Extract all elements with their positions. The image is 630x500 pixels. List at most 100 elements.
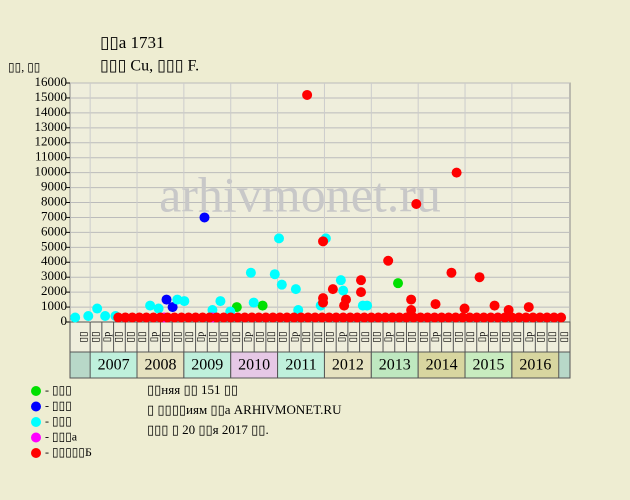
data-point — [281, 312, 292, 323]
year-band — [370, 351, 419, 379]
data-point — [556, 312, 567, 323]
quarter-label: ▯▯ — [137, 331, 148, 342]
data-point — [176, 312, 187, 323]
data-point — [523, 302, 534, 313]
data-point — [153, 303, 164, 314]
footer-note: ▯▯▯ ▯ 20 ▯▯я 2017 ▯▯. — [147, 422, 269, 437]
data-point — [459, 303, 470, 314]
quarter-label: ▯▯ — [500, 331, 511, 342]
quarter-label: ▯▯ — [254, 331, 265, 342]
data-point — [356, 275, 367, 286]
y-tick-label: 4000 — [41, 253, 67, 268]
data-point — [148, 312, 159, 323]
data-point — [411, 198, 422, 209]
data-point — [450, 312, 461, 323]
data-point — [520, 312, 531, 323]
y-tick-label: 6000 — [41, 223, 67, 238]
data-point — [324, 312, 335, 323]
quarter-label: ▯▯ — [453, 331, 464, 342]
x-tick-label: 2016 — [519, 357, 551, 374]
data-point — [199, 212, 210, 223]
data-point — [359, 312, 370, 323]
data-point — [352, 312, 363, 323]
legend-marker — [31, 417, 41, 427]
y-tick-label: 13000 — [35, 119, 68, 134]
legend-label: - ▯▯▯ — [45, 414, 72, 428]
data-point — [549, 312, 560, 323]
data-point — [141, 312, 152, 323]
data-point — [408, 312, 419, 323]
legend-label: - ▯▯▯а — [45, 429, 78, 443]
data-point — [92, 303, 103, 314]
y-tick-label: 3000 — [41, 268, 67, 283]
quarter-label: ▯▯ — [172, 331, 183, 342]
footer-note: ▯▯няя ▯▯ 151 ▯▯ — [147, 382, 238, 397]
data-point — [415, 312, 426, 323]
data-point — [535, 312, 546, 323]
quarter-label: ▯▯ — [489, 331, 500, 342]
x-tick-label: 2014 — [426, 357, 458, 374]
x-tick-label: 2012 — [332, 357, 364, 374]
quarter-label: ▯▯ — [559, 331, 570, 342]
data-point — [338, 312, 349, 323]
data-point — [260, 312, 271, 323]
data-point — [127, 312, 138, 323]
quarter-label: ▯р — [383, 332, 394, 343]
data-point — [267, 312, 278, 323]
data-point — [290, 284, 301, 295]
data-point — [327, 284, 338, 295]
x-tick-label: 2013 — [379, 357, 411, 374]
quarter-label: ▯▯ — [407, 331, 418, 342]
quarter-label: ▯▯ — [231, 331, 242, 342]
quarter-label: ▯▯ — [161, 331, 172, 342]
data-point — [204, 312, 215, 323]
quarter-label: ▯▯ — [207, 331, 218, 342]
footer-note: ▯ ▯▯▯▯иям ▯▯а ARHIVMONET.RU — [147, 402, 342, 417]
data-point — [506, 312, 517, 323]
year-band — [417, 351, 466, 379]
data-point — [239, 312, 250, 323]
quarter-label: ▯▯ — [114, 331, 125, 342]
quarter-label: ▯р — [336, 332, 347, 343]
data-point — [162, 312, 173, 323]
data-point — [274, 312, 285, 323]
data-point — [303, 312, 314, 323]
data-point — [197, 312, 208, 323]
data-point — [430, 299, 441, 310]
quarter-label: ▯▯ — [512, 331, 523, 342]
x-tick-label: 2010 — [238, 357, 270, 374]
data-point — [485, 312, 496, 323]
data-point — [436, 312, 447, 323]
data-point — [406, 294, 417, 305]
y-tick-label: 8000 — [41, 193, 67, 208]
data-point — [373, 312, 384, 323]
data-point — [335, 275, 346, 286]
data-point — [317, 312, 328, 323]
quarter-label: ▯▯ — [301, 331, 312, 342]
year-band — [277, 351, 325, 379]
y-axis-label: ▯▯, ▯▯ — [8, 60, 40, 74]
data-point — [422, 312, 433, 323]
data-point — [446, 267, 457, 278]
data-point — [302, 89, 313, 100]
data-point — [394, 312, 405, 323]
x-tick-label: 2011 — [285, 357, 316, 374]
data-point — [513, 312, 524, 323]
data-point — [387, 312, 398, 323]
data-point — [120, 312, 131, 323]
legend-label: - ▯▯▯ — [45, 398, 72, 412]
quarter-label: ▯▯ — [547, 331, 558, 342]
data-point — [383, 255, 394, 266]
legend-marker — [31, 386, 41, 396]
x-tick-label: 2008 — [144, 357, 176, 374]
data-point — [542, 312, 553, 323]
x-tick-label: 2015 — [472, 357, 504, 374]
data-point — [499, 312, 510, 323]
quarter-label: ▯▯ — [348, 331, 359, 342]
data-point — [393, 278, 404, 289]
quarter-label: ▯▯ — [313, 331, 324, 342]
quarter-label: ▯р — [196, 332, 207, 343]
legend-marker — [31, 432, 41, 443]
quarter-label: ▯▯ — [266, 331, 277, 342]
